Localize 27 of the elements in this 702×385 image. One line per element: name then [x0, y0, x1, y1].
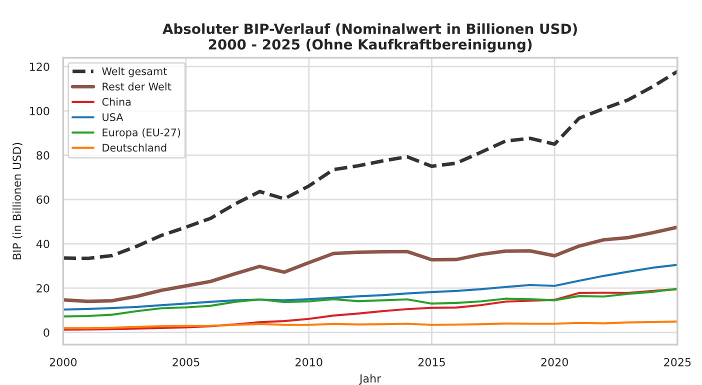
legend-label: Deutschland — [102, 144, 166, 152]
legend-label: USA — [102, 113, 124, 122]
y-tick-label: 120 — [30, 62, 50, 71]
y-tick-label: 60 — [36, 195, 50, 204]
line-series — [63, 288, 678, 318]
y-tick-label: 0 — [44, 328, 50, 337]
line-series — [63, 264, 678, 311]
y-tick-label: 20 — [36, 284, 50, 292]
legend-label: Europa (EU-27) — [102, 128, 180, 138]
legend-label: Welt gesamt — [102, 67, 167, 78]
line-series — [63, 320, 678, 330]
x-axis-title: Jahr — [358, 374, 382, 385]
chart-title: Absoluter BIP-Verlauf (Nominalwert in Billionen USD) 2000 - 2025 (Ohne Kaufkraftbereinigung) — [162, 23, 577, 52]
legend-label: China — [102, 98, 131, 106]
x-tick-label: 2015 — [418, 358, 445, 366]
y-tick-label: 100 — [30, 106, 50, 116]
y-tick-label: 80 — [36, 151, 50, 160]
x-tick-label: 2000 — [50, 358, 77, 366]
line-series — [63, 225, 678, 304]
y-axis-title: BIP (in Billionen USD) — [12, 142, 22, 260]
x-tick-label: 2010 — [296, 358, 322, 366]
line-series — [63, 288, 678, 331]
x-tick-label: 2005 — [172, 358, 200, 366]
y-tick-label: 40 — [36, 240, 50, 248]
x-tick-label: 2020 — [541, 358, 568, 366]
x-tick-label: 2025 — [664, 358, 691, 366]
legend-label: Rest der Welt — [102, 82, 172, 90]
